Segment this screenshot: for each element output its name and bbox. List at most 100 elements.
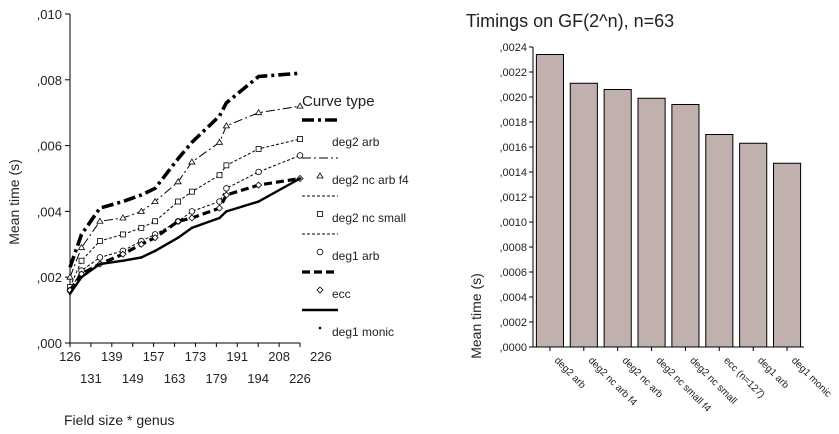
legend-label: deg2 nc small — [332, 211, 406, 225]
y-tick-label: ,0020 — [499, 92, 527, 104]
bar — [671, 104, 700, 348]
legend-entries: deg2 arb deg2 nc arb f4 deg2 nc small deg1 … — [302, 118, 409, 339]
legend-swatch-marker — [316, 286, 324, 294]
data-point — [96, 254, 104, 261]
data-point — [296, 152, 304, 159]
bar — [569, 82, 598, 348]
legend-swatch-marker — [317, 211, 323, 217]
x-tick-label: 226 — [289, 371, 311, 386]
y-tick-label: ,0006 — [499, 267, 527, 279]
y-tick-label: ,0018 — [499, 117, 527, 129]
line-chart-y-label: Mean time (s) — [6, 159, 22, 245]
legend-swatch-marker — [318, 326, 322, 330]
series-line — [69, 138, 301, 288]
data-point — [175, 198, 182, 205]
data-point — [222, 191, 230, 199]
series-line — [69, 155, 301, 291]
category-label: deg2 arb — [552, 355, 588, 391]
data-point — [254, 108, 263, 116]
data-point — [121, 259, 125, 263]
data-point — [174, 217, 182, 225]
data-point — [80, 275, 83, 279]
data-point — [119, 250, 127, 258]
data-point — [151, 234, 159, 242]
data-point — [97, 238, 103, 244]
data-point — [190, 226, 194, 230]
data-point — [152, 218, 159, 225]
data-point — [119, 214, 127, 221]
bar — [773, 162, 802, 348]
y-tick-label: ,0008 — [499, 242, 527, 254]
bar-chart-y-ticks: ,0000 ,0002 ,0004 ,0006 ,0008 ,0010 ,0012 ,0014… — [499, 42, 533, 354]
y-tick-label: ,0024 — [499, 42, 527, 54]
data-point — [66, 273, 74, 280]
data-point — [225, 210, 228, 213]
bar — [739, 142, 768, 348]
line-chart: ,000 ,002 ,004 ,006 ,008 ,010 126 139 157 173 191… — [6, 7, 332, 428]
data-point — [218, 216, 221, 220]
y-tick-label: ,0016 — [499, 142, 527, 154]
data-point — [188, 188, 195, 195]
legend-label: deg2 nc arb f4 — [332, 173, 409, 187]
data-point — [77, 243, 86, 250]
data-point — [255, 181, 263, 189]
y-tick-label: ,004 — [37, 204, 62, 219]
x-tick-label: 173 — [185, 349, 207, 364]
x-tick-label: 163 — [164, 371, 186, 386]
data-point — [98, 262, 102, 266]
bar-chart-bars — [535, 54, 802, 348]
data-point — [188, 158, 196, 165]
series-line — [68, 176, 301, 292]
data-point — [174, 178, 182, 185]
data-point — [223, 185, 230, 192]
data-point — [78, 257, 85, 264]
data-point — [176, 236, 180, 240]
y-tick-label: ,010 — [37, 7, 62, 22]
x-tick-label: 131 — [80, 371, 102, 386]
legend-swatch-marker — [316, 172, 324, 179]
y-tick-label: ,008 — [37, 73, 62, 88]
bar-chart: Timings on GF(2^n), n=63 ,0000 ,0002 ,0004… — [466, 11, 833, 415]
series-line — [69, 105, 301, 278]
line-chart-x-label: Field size * genus — [64, 412, 175, 428]
legend-title: Curve type — [302, 93, 375, 110]
bar-chart-title: Timings on GF(2^n), n=63 — [466, 11, 674, 31]
line-chart-series — [66, 71, 304, 295]
data-point — [68, 292, 72, 295]
bar-chart-y-label: Mean time (s) — [468, 273, 484, 359]
data-point — [215, 204, 224, 212]
y-tick-label: ,002 — [37, 270, 62, 285]
y-tick-label: ,0004 — [499, 292, 527, 304]
line-chart-legend: Curve type deg2 arb deg2 nc arb f4 deg2 nc… — [302, 93, 409, 339]
data-point — [297, 136, 303, 142]
legend-label: deg1 monic — [332, 325, 394, 339]
x-tick-label: 149 — [122, 371, 144, 386]
bar — [705, 134, 734, 348]
data-point — [255, 168, 262, 176]
data-point — [140, 256, 143, 259]
x-tick-label: 226 — [310, 349, 332, 364]
x-tick-label: 191 — [226, 349, 248, 364]
y-tick-label: ,0010 — [499, 217, 527, 229]
x-tick-label: 208 — [268, 349, 290, 364]
data-point — [188, 208, 196, 215]
data-point — [257, 200, 260, 203]
data-point — [96, 217, 104, 224]
bar — [637, 97, 666, 348]
data-point — [215, 138, 224, 145]
legend-swatch-marker — [316, 248, 324, 256]
y-tick-label: ,000 — [37, 336, 62, 351]
y-tick-label: ,0002 — [499, 317, 527, 329]
data-point — [153, 249, 157, 253]
data-point — [255, 145, 262, 152]
data-point — [188, 214, 196, 222]
bar — [603, 89, 632, 348]
line-chart-x-ticks: 126 139 157 173 191 208 226 131 149 163 179 194 226 — [59, 343, 332, 386]
x-tick-label: 126 — [59, 349, 81, 364]
x-tick-label: 139 — [101, 349, 123, 364]
legend-label: ecc — [332, 287, 351, 301]
series-line — [69, 177, 301, 295]
data-point — [216, 172, 223, 179]
